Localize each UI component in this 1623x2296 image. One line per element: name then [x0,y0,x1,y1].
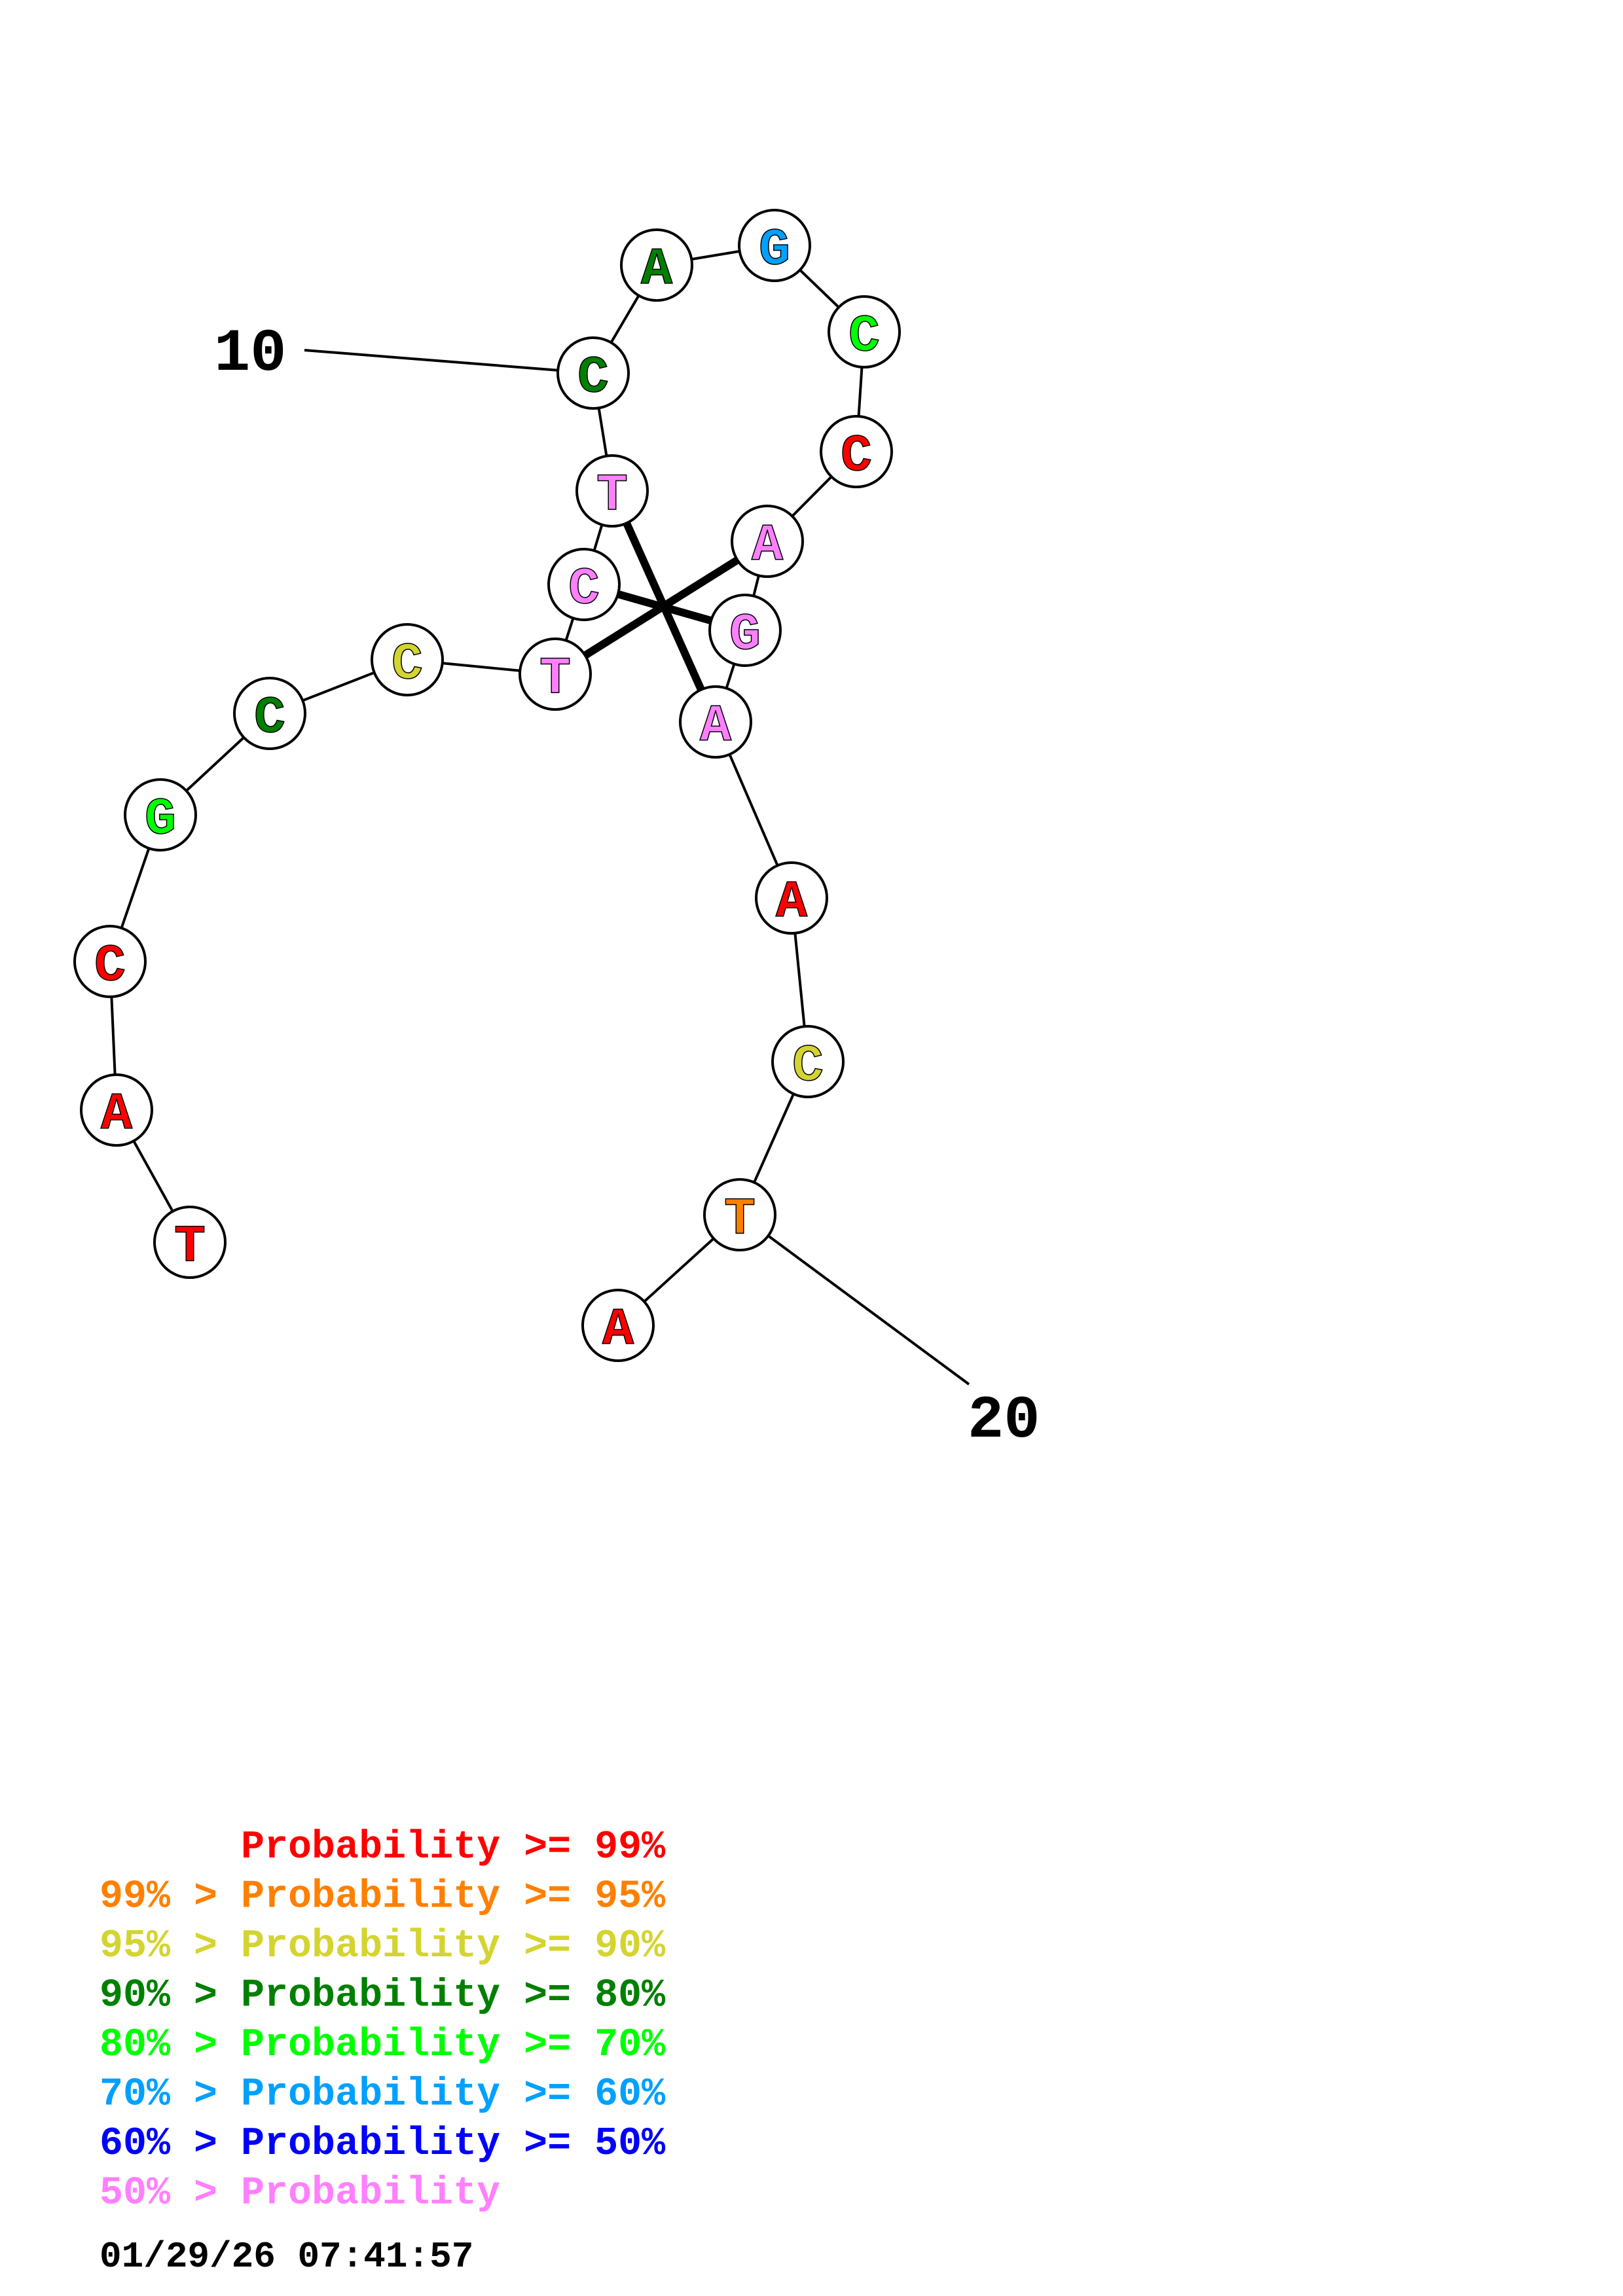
position-tick-10 [304,349,594,374]
nucleotide-letter: T [596,466,628,526]
nucleotide-21: A [581,1289,655,1362]
nucleotide-circle [755,861,828,935]
nucleotide-letter: C [94,937,126,996]
nucleotide-7: T [519,637,592,711]
nucleotide-circle [679,685,752,759]
nucleotide-circle [80,1073,153,1147]
nucleotide-letter: A [101,1085,133,1145]
nucleotide-circle [124,778,197,852]
nucleotide-1: T [153,1206,227,1279]
nucleotide-letter: C [568,560,600,619]
nucleotide-18: A [755,861,828,935]
nucleotide-19: C [771,1025,845,1098]
legend-row-0: Probability >= 99% [100,1825,666,1870]
nucleotide-letter: A [776,873,808,933]
nucleotide-13: C [828,295,901,368]
nucleotide-16: G [708,594,782,667]
nucleotide-letter: A [641,240,673,300]
nucleotide-10: C [556,336,630,410]
nucleotide-8: C [547,548,621,621]
nucleotide-20: T [703,1178,776,1251]
nucleotide-circle [771,1025,845,1098]
nucleotide-letter: G [759,221,790,280]
nucleotide-14: C [820,415,893,488]
nucleotide-5: C [233,677,306,750]
nucleotide-circle [738,209,811,282]
nucleotide-11: A [620,228,693,302]
nucleotide-letter: C [577,348,609,408]
nucleotide-letter: G [729,605,761,665]
nucleotide-circle [820,415,893,488]
nucleotide-letter: A [700,697,732,757]
nucleotide-9: T [575,454,649,528]
backbone [109,244,866,1327]
legend-row-3: 90% > Probability >= 80% [100,1974,666,2018]
timestamp: 01/29/26 07:41:57 [100,2236,473,2278]
nucleotide-circle [828,295,901,368]
nucleotide-circle [371,623,444,696]
nucleotide-circle [153,1206,227,1279]
nucleotide-17: A [679,685,752,759]
base-pair-bond [608,489,720,724]
legend-row-4: 80% > Probability >= 70% [100,2023,666,2068]
nucleotide-letter: C [792,1037,824,1096]
nucleotide-circle [703,1178,776,1251]
position-labels: 10 20 [214,319,1040,1455]
legend-row-6: 60% > Probability >= 50% [100,2122,666,2166]
nucleotide-letter: C [392,635,423,694]
legend-row-1: 99% > Probability >= 95% [100,1875,666,1920]
legend-row-7: 50% > Probability [100,2172,500,2216]
legend-row-5: 70% > Probability >= 60% [100,2073,666,2117]
nucleotide-15: A [731,505,804,578]
nucleotide-6: C [371,623,444,696]
nucleotide-letter: C [254,689,285,748]
nucleotide-letter: T [174,1217,206,1277]
nucleotide-circle [519,637,592,711]
nucleotide-12: G [738,209,811,282]
position-label-20: 20 [968,1386,1040,1455]
nucleotide-circle [556,336,630,410]
nucleotide-letter: G [145,790,176,850]
nucleotide-letter: C [848,307,880,367]
nucleotide-letter: A [602,1300,634,1360]
nucleotide-circle [73,925,147,998]
nucleotide-letter: T [724,1190,756,1249]
nucleotide-circle [233,677,306,750]
nucleotide-circle [547,548,621,621]
nucleotide-letter: C [841,427,872,486]
nucleotide-circle [620,228,693,302]
nucleotide-circle [575,454,649,528]
probability-legend: Probability >= 99% 99% > Probability >= 9… [100,1825,666,2216]
nucleotide-circle [731,505,804,578]
position-label-10: 10 [214,319,286,388]
nucleotide-circle [708,594,782,667]
nucleotide-3: C [73,925,147,998]
nucleotide-4: G [124,778,197,852]
legend-row-2: 95% > Probability >= 90% [100,1924,666,1969]
nucleotide-circle [581,1289,655,1362]
nucleotide-letter: A [752,516,784,576]
position-tick-20 [739,1213,970,1386]
nucleotide-letter: T [539,649,571,709]
nucleotide-2: A [80,1073,153,1147]
